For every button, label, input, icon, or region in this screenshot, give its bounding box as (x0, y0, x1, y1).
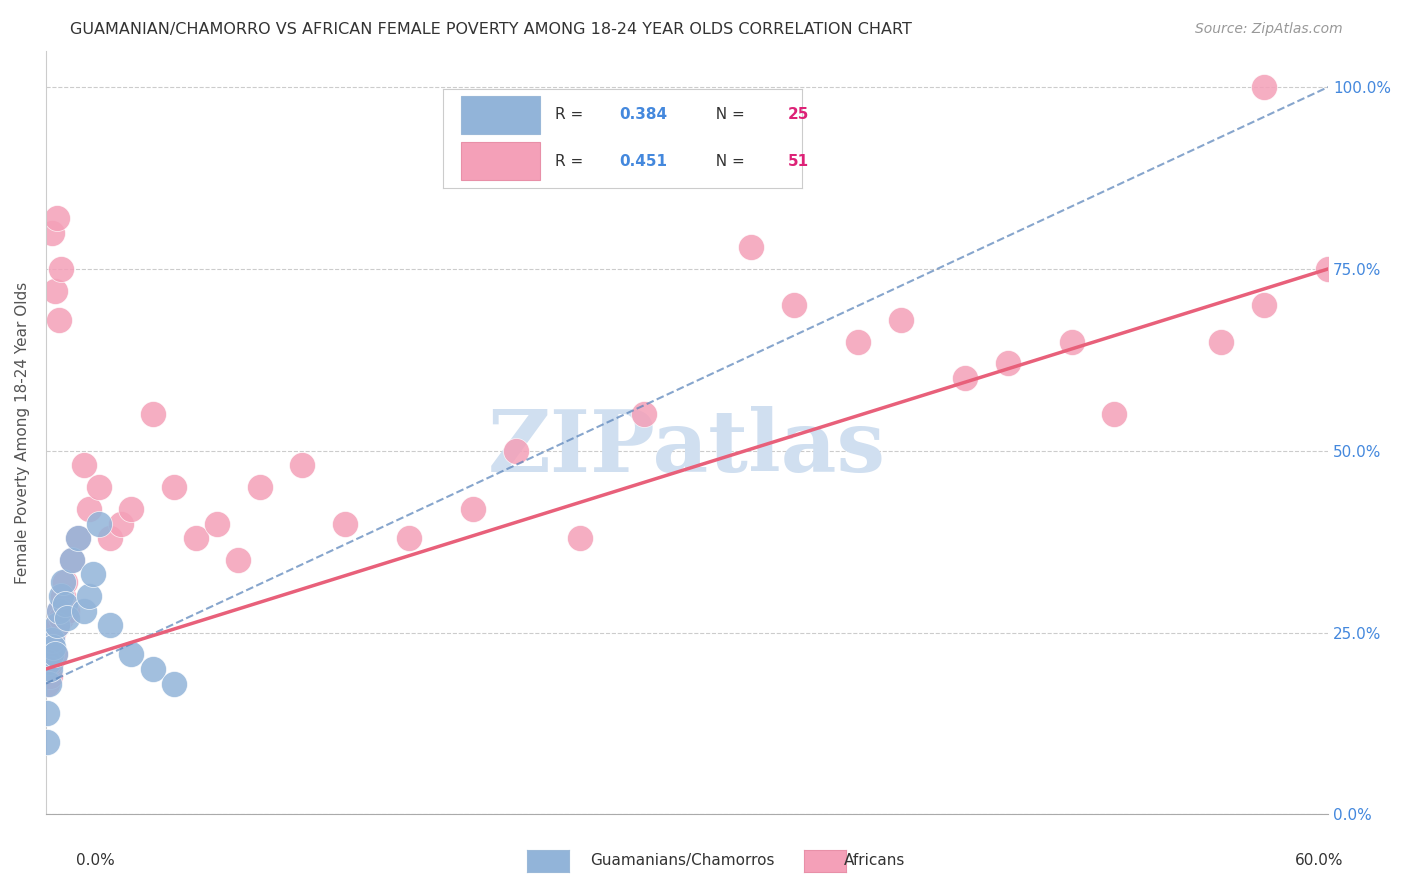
Point (37, 662, 59, 676)
Point (48, 313, 70, 327)
Point (1317, 261, 1340, 276)
Point (98, 531, 121, 545)
Point (66, 531, 89, 545)
Point (333, 516, 356, 531)
Point (77, 502, 100, 516)
Point (56, 604, 79, 618)
Text: Africans: Africans (844, 854, 905, 868)
Text: 60.0%: 60.0% (1295, 854, 1343, 868)
Point (1211, 334, 1233, 349)
Point (569, 531, 592, 545)
Point (49, 261, 72, 276)
Point (48, 604, 70, 618)
Point (35, 706, 58, 720)
Point (1104, 408, 1126, 422)
Point (60, 553, 83, 567)
Point (163, 480, 186, 494)
Point (89, 516, 111, 531)
Point (505, 443, 527, 458)
Point (44, 648, 66, 662)
Point (60, 553, 83, 567)
Point (37, 655, 59, 669)
Point (1253, 298, 1275, 312)
Point (48, 604, 70, 618)
Point (1253, 80, 1275, 95)
Point (39, 648, 62, 662)
Point (783, 298, 806, 312)
Point (184, 531, 207, 545)
Y-axis label: Female Poverty Among 18-24 Year Olds: Female Poverty Among 18-24 Year Olds (15, 282, 30, 583)
Text: Guamanians/Chamorros: Guamanians/Chamorros (591, 854, 775, 868)
Text: ZIPatlas: ZIPatlas (488, 406, 886, 490)
Point (953, 371, 976, 385)
Point (291, 458, 314, 473)
Point (41, 226, 63, 240)
Point (42, 640, 65, 655)
Point (633, 408, 655, 422)
Point (77, 589, 100, 603)
Point (49, 589, 72, 603)
Point (35, 735, 58, 749)
Point (45, 618, 67, 632)
Point (398, 531, 420, 545)
Point (73, 458, 96, 473)
Point (120, 648, 142, 662)
Point (226, 553, 249, 567)
Point (39, 662, 62, 676)
Point (39, 669, 62, 683)
Point (39, 655, 62, 669)
Point (740, 240, 762, 254)
Point (38, 648, 60, 662)
Point (98, 618, 121, 632)
Point (463, 502, 485, 516)
Point (44, 284, 66, 298)
Text: 0.0%: 0.0% (76, 854, 115, 868)
Point (142, 408, 165, 422)
Point (41, 640, 63, 655)
Text: Source: ZipAtlas.com: Source: ZipAtlas.com (1195, 22, 1343, 37)
Point (82, 567, 104, 582)
Point (110, 516, 132, 531)
Point (44, 648, 66, 662)
Point (45, 618, 67, 632)
Point (120, 502, 142, 516)
Point (49, 611, 72, 625)
Point (52, 589, 75, 603)
Point (890, 313, 912, 327)
Point (249, 480, 271, 494)
Point (41, 632, 63, 647)
Point (142, 662, 165, 676)
Point (56, 611, 79, 625)
Point (52, 574, 75, 589)
Point (89, 480, 111, 494)
Point (42, 625, 65, 640)
Point (163, 676, 186, 690)
Point (73, 604, 96, 618)
Point (66, 531, 89, 545)
Point (1060, 334, 1083, 349)
Point (205, 516, 228, 531)
Text: GUAMANIAN/CHAMORRO VS AFRICAN FEMALE POVERTY AMONG 18-24 YEAR OLDS CORRELATION C: GUAMANIAN/CHAMORRO VS AFRICAN FEMALE POV… (70, 22, 912, 37)
Point (53, 574, 76, 589)
Point (53, 597, 76, 611)
Point (45, 211, 67, 225)
Point (38, 676, 60, 690)
Point (846, 334, 869, 349)
Point (35, 676, 58, 690)
Point (997, 356, 1019, 370)
